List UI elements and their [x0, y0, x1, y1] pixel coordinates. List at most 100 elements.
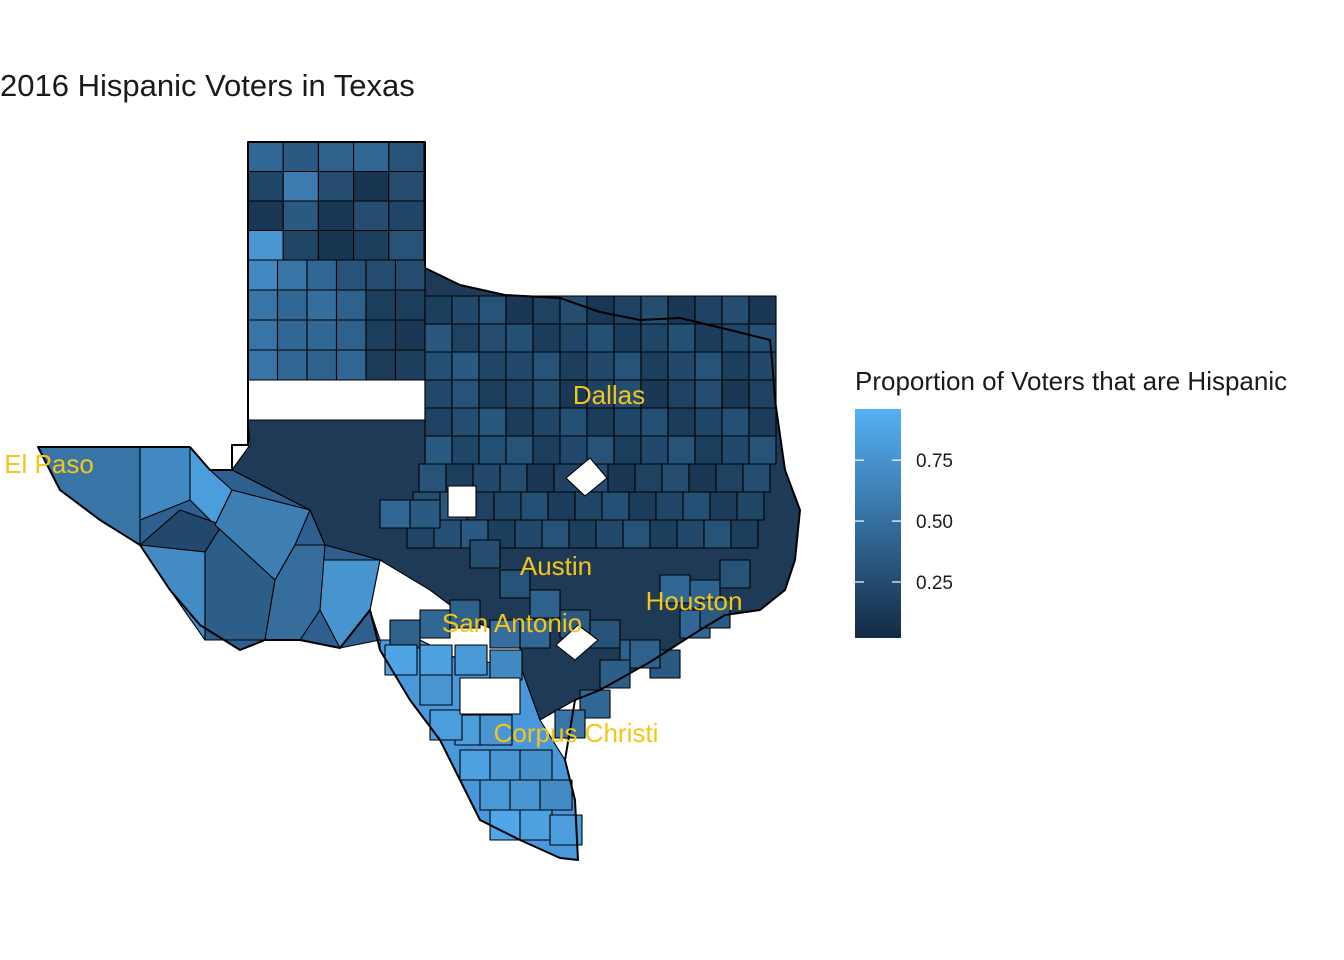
county	[613, 323, 642, 353]
county	[499, 569, 531, 599]
county	[505, 351, 534, 381]
county	[419, 674, 453, 706]
county	[409, 499, 441, 529]
county	[459, 749, 493, 781]
county	[306, 349, 338, 381]
legend-tick-label: 0.25	[916, 573, 953, 594]
county	[388, 141, 425, 173]
county	[478, 379, 507, 409]
county	[505, 295, 534, 325]
county	[628, 491, 657, 521]
county	[559, 351, 588, 381]
county	[282, 200, 319, 232]
county	[613, 407, 642, 437]
county	[394, 319, 426, 351]
county	[655, 491, 684, 521]
county	[317, 229, 355, 261]
county	[353, 141, 390, 173]
county	[276, 319, 308, 351]
county	[247, 141, 284, 173]
county	[736, 491, 765, 521]
county	[247, 229, 284, 261]
county	[418, 463, 447, 493]
county	[532, 351, 561, 381]
city-label-austin: Austin	[520, 551, 592, 581]
county	[424, 351, 453, 381]
county	[694, 435, 723, 465]
county	[721, 295, 750, 325]
county	[526, 463, 555, 493]
county	[451, 435, 480, 465]
county	[353, 200, 390, 232]
county	[505, 407, 534, 437]
county	[676, 519, 705, 549]
county	[667, 435, 696, 465]
county	[478, 295, 507, 325]
county	[472, 463, 501, 493]
county	[532, 379, 561, 409]
county	[379, 499, 411, 529]
county	[541, 519, 570, 549]
county	[424, 295, 453, 325]
county	[454, 644, 488, 676]
county	[659, 574, 691, 604]
county	[353, 229, 390, 261]
county	[489, 619, 521, 649]
legend-ticks: 0.75 0.50 0.25	[855, 451, 953, 594]
county	[493, 491, 522, 521]
legend-title: Proportion of Voters that are Hispanic	[855, 366, 1288, 396]
county	[424, 435, 453, 465]
county	[353, 170, 390, 202]
county	[451, 379, 480, 409]
county	[721, 351, 750, 381]
county	[559, 323, 588, 353]
county	[748, 435, 777, 465]
county	[559, 379, 588, 409]
county	[388, 200, 425, 232]
legend-tick-label: 0.50	[916, 512, 953, 533]
county	[419, 609, 451, 639]
colorbar-gradient	[855, 409, 901, 638]
county	[559, 407, 588, 437]
county	[419, 644, 453, 676]
county	[505, 435, 534, 465]
county-missing	[447, 485, 477, 518]
county	[748, 407, 777, 437]
county	[586, 295, 615, 325]
county	[667, 379, 696, 409]
county	[520, 491, 549, 521]
county	[384, 644, 418, 676]
county	[730, 519, 759, 549]
county	[667, 323, 696, 353]
county	[519, 619, 551, 649]
county	[365, 289, 397, 321]
county	[306, 289, 338, 321]
county	[532, 295, 561, 325]
county	[519, 749, 553, 781]
county	[629, 639, 661, 669]
county	[282, 170, 319, 202]
county	[478, 323, 507, 353]
county	[667, 351, 696, 381]
county	[613, 351, 642, 381]
county	[282, 141, 319, 173]
county	[694, 407, 723, 437]
county	[478, 407, 507, 437]
county	[388, 170, 425, 202]
county	[532, 407, 561, 437]
county	[469, 539, 501, 569]
county	[586, 407, 615, 437]
county	[613, 435, 642, 465]
county	[424, 323, 453, 353]
county	[748, 379, 777, 409]
county-missing	[555, 624, 599, 661]
county	[365, 319, 397, 351]
county	[748, 295, 777, 325]
county	[586, 323, 615, 353]
county	[247, 289, 279, 321]
county	[539, 779, 573, 811]
county	[721, 379, 750, 409]
county	[276, 349, 308, 381]
county	[529, 589, 561, 619]
county	[317, 170, 355, 202]
